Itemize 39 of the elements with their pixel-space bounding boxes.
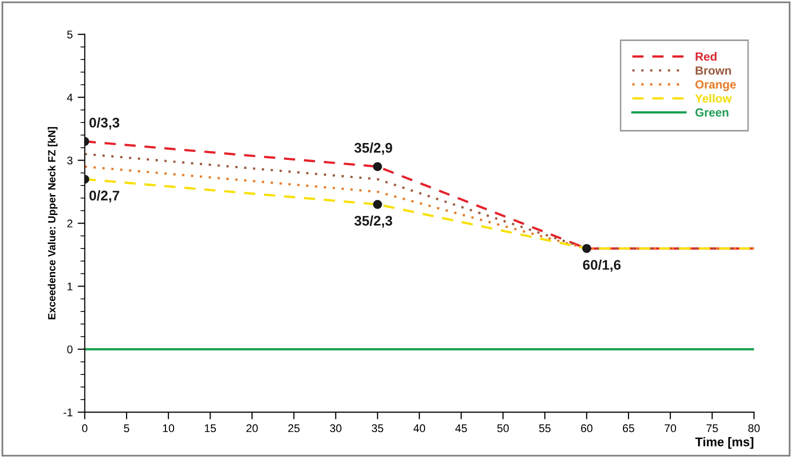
x-tick-label: 65 (622, 424, 634, 432)
annotation: 60/1,6 (583, 260, 621, 272)
legend-label: Red (696, 52, 716, 61)
y-tick-label: 3 (67, 156, 72, 164)
x-tick-label: 20 (246, 424, 258, 432)
y-tick-label: 2 (67, 220, 72, 228)
point (373, 200, 382, 209)
legend-label: Green (695, 108, 728, 117)
x-tick-label: 50 (497, 424, 509, 432)
x-tick-label: 70 (664, 424, 676, 432)
legend-label: Orange (695, 80, 736, 92)
x-tick-label: 55 (539, 424, 551, 432)
x-tick-label: 60 (581, 424, 592, 432)
legend-label: Brown (696, 66, 731, 75)
annotation: 0/2,7 (89, 190, 120, 203)
x-tick-label: 0 (82, 424, 88, 432)
x-tick-label: 40 (413, 424, 426, 432)
x-tick-label: 30 (330, 424, 342, 432)
x-tick-label: 10 (163, 424, 174, 432)
y-tick-label: -1 (64, 408, 72, 416)
x-tick-label: 25 (288, 424, 300, 432)
point (582, 244, 592, 253)
y-tick-label: 1 (68, 282, 72, 290)
x-tick-label: 80 (748, 424, 760, 432)
annotation: 35/2,9 (354, 142, 392, 155)
annotation: 35/2,3 (354, 215, 392, 228)
y-tick-label: 0 (67, 345, 73, 354)
x-axis-title: Time [ms] (695, 437, 754, 449)
annotation: 0/3,3 (89, 117, 120, 130)
point (373, 162, 382, 172)
y-tick-label: 4 (67, 94, 73, 102)
x-tick-label: 15 (204, 424, 216, 432)
x-tick-label: 5 (124, 424, 130, 432)
x-tick-label: 75 (706, 424, 718, 432)
y-tick-label: 5 (67, 30, 72, 38)
legend-label: Yellow (695, 94, 732, 103)
x-tick-label: 45 (455, 424, 467, 432)
x-tick-label: 35 (372, 424, 384, 432)
y-axis-title: Exceedence Value: Upper Neck FZ [kN] (48, 127, 58, 320)
